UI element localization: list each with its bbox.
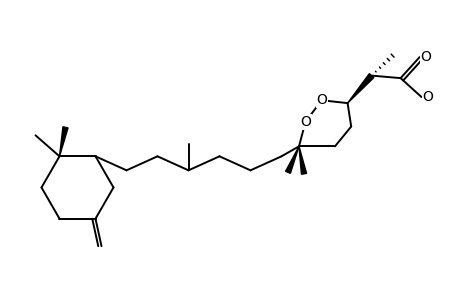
Text: O: O (420, 50, 431, 64)
Polygon shape (59, 127, 68, 156)
Polygon shape (298, 146, 306, 174)
Text: O: O (422, 90, 432, 104)
Text: O: O (315, 93, 326, 107)
Polygon shape (285, 146, 298, 173)
Polygon shape (347, 74, 373, 103)
Text: O: O (299, 115, 310, 129)
